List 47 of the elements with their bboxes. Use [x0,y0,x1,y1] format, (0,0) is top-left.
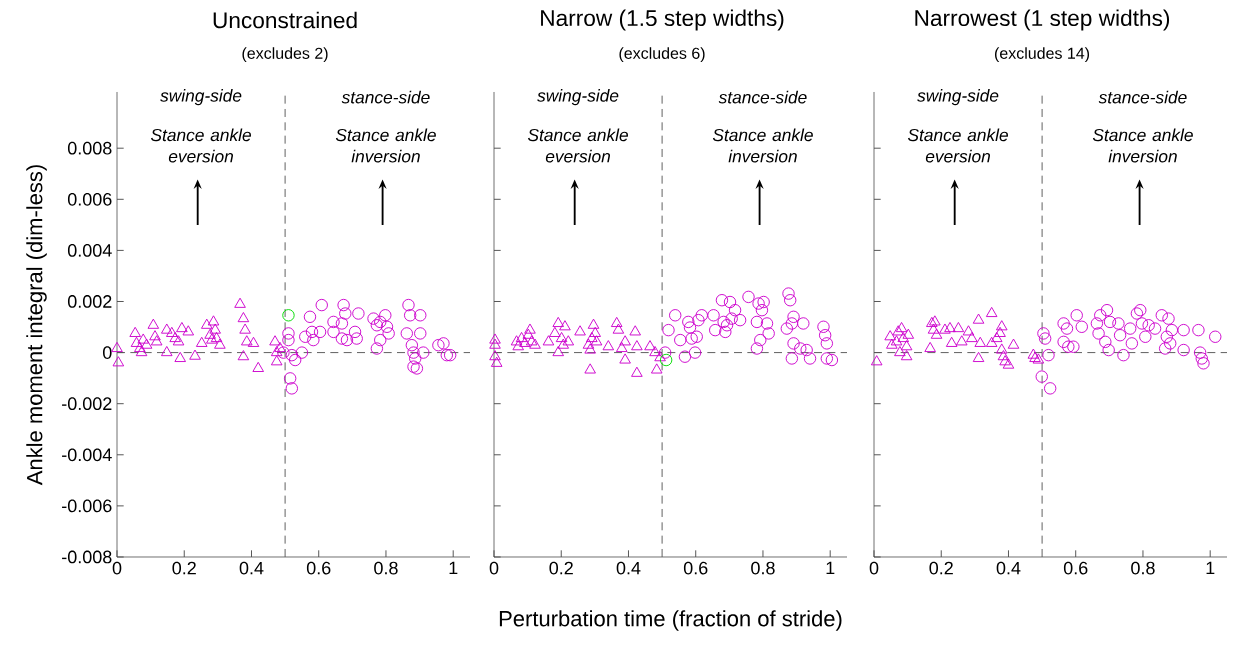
x-tick-label: 0 [489,561,499,575]
x-tick-label: 0.8 [751,561,775,575]
x-tick-label: 1 [826,561,835,575]
x-tick-label: 1 [1206,561,1215,575]
annotation: Stance ankle eversion [150,128,251,163]
x-tick-label: 0.2 [549,561,573,575]
x-tick-label: 0 [112,561,122,575]
chart-title: Unconstrained [213,11,357,29]
x-axis-title: Perturbation time (fraction of stride) [499,610,842,631]
x-tick-label: 0.2 [929,561,953,575]
annotation: stance-side [718,90,807,104]
x-tick-label: 0.8 [1131,561,1155,575]
annotation: Stance ankle inversion [335,128,436,163]
y-tick-label: 0.004 [67,244,112,257]
y-tick-label: 0.008 [67,141,112,155]
y-tick-label: -0.004 [62,448,112,462]
x-tick-label: 0.6 [306,561,331,575]
x-tick-label: 0.6 [683,561,708,575]
y-axis-title: Ankle moment integral (dim-less) [26,165,47,486]
y-tick-label: -0.006 [62,499,112,513]
chart-subtitle: (excludes 14) [994,47,1090,63]
y-tick-label: -0.008 [62,550,112,564]
annotation: swing-side [917,89,999,106]
y-tick-label: 0.002 [67,295,112,308]
x-tick-label: 0 [869,561,879,575]
x-tick-label: 0.4 [239,561,264,575]
x-tick-label: 0.2 [172,561,196,575]
chart-title: Narrowest (1 step widths) [915,9,1170,31]
annotation: Stance ankle eversion [907,128,1008,163]
x-tick-label: 0.4 [616,561,641,575]
x-tick-label: 0.6 [1063,561,1088,575]
y-tick-label: -0.002 [62,397,112,411]
x-tick-label: 0.8 [374,561,398,575]
y-tick-label: 0.006 [67,192,112,206]
x-tick-label: 0.4 [996,561,1021,575]
y-tick-label: 0 [103,346,112,359]
x-tick-label: 1 [449,561,458,575]
chart-title: Narrow (1.5 step widths) [541,9,784,31]
chart-subtitle: (excludes 6) [619,47,705,63]
annotation: Stance ankle inversion [712,128,813,163]
annotation: stance-side [341,90,430,104]
annotation: swing-side [160,89,242,106]
annotation: stance-side [1098,90,1187,104]
chart-subtitle: (excludes 2) [242,47,328,63]
annotation: Stance ankle eversion [527,128,628,163]
annotation: Stance ankle inversion [1092,128,1193,163]
annotation: swing-side [537,89,619,106]
